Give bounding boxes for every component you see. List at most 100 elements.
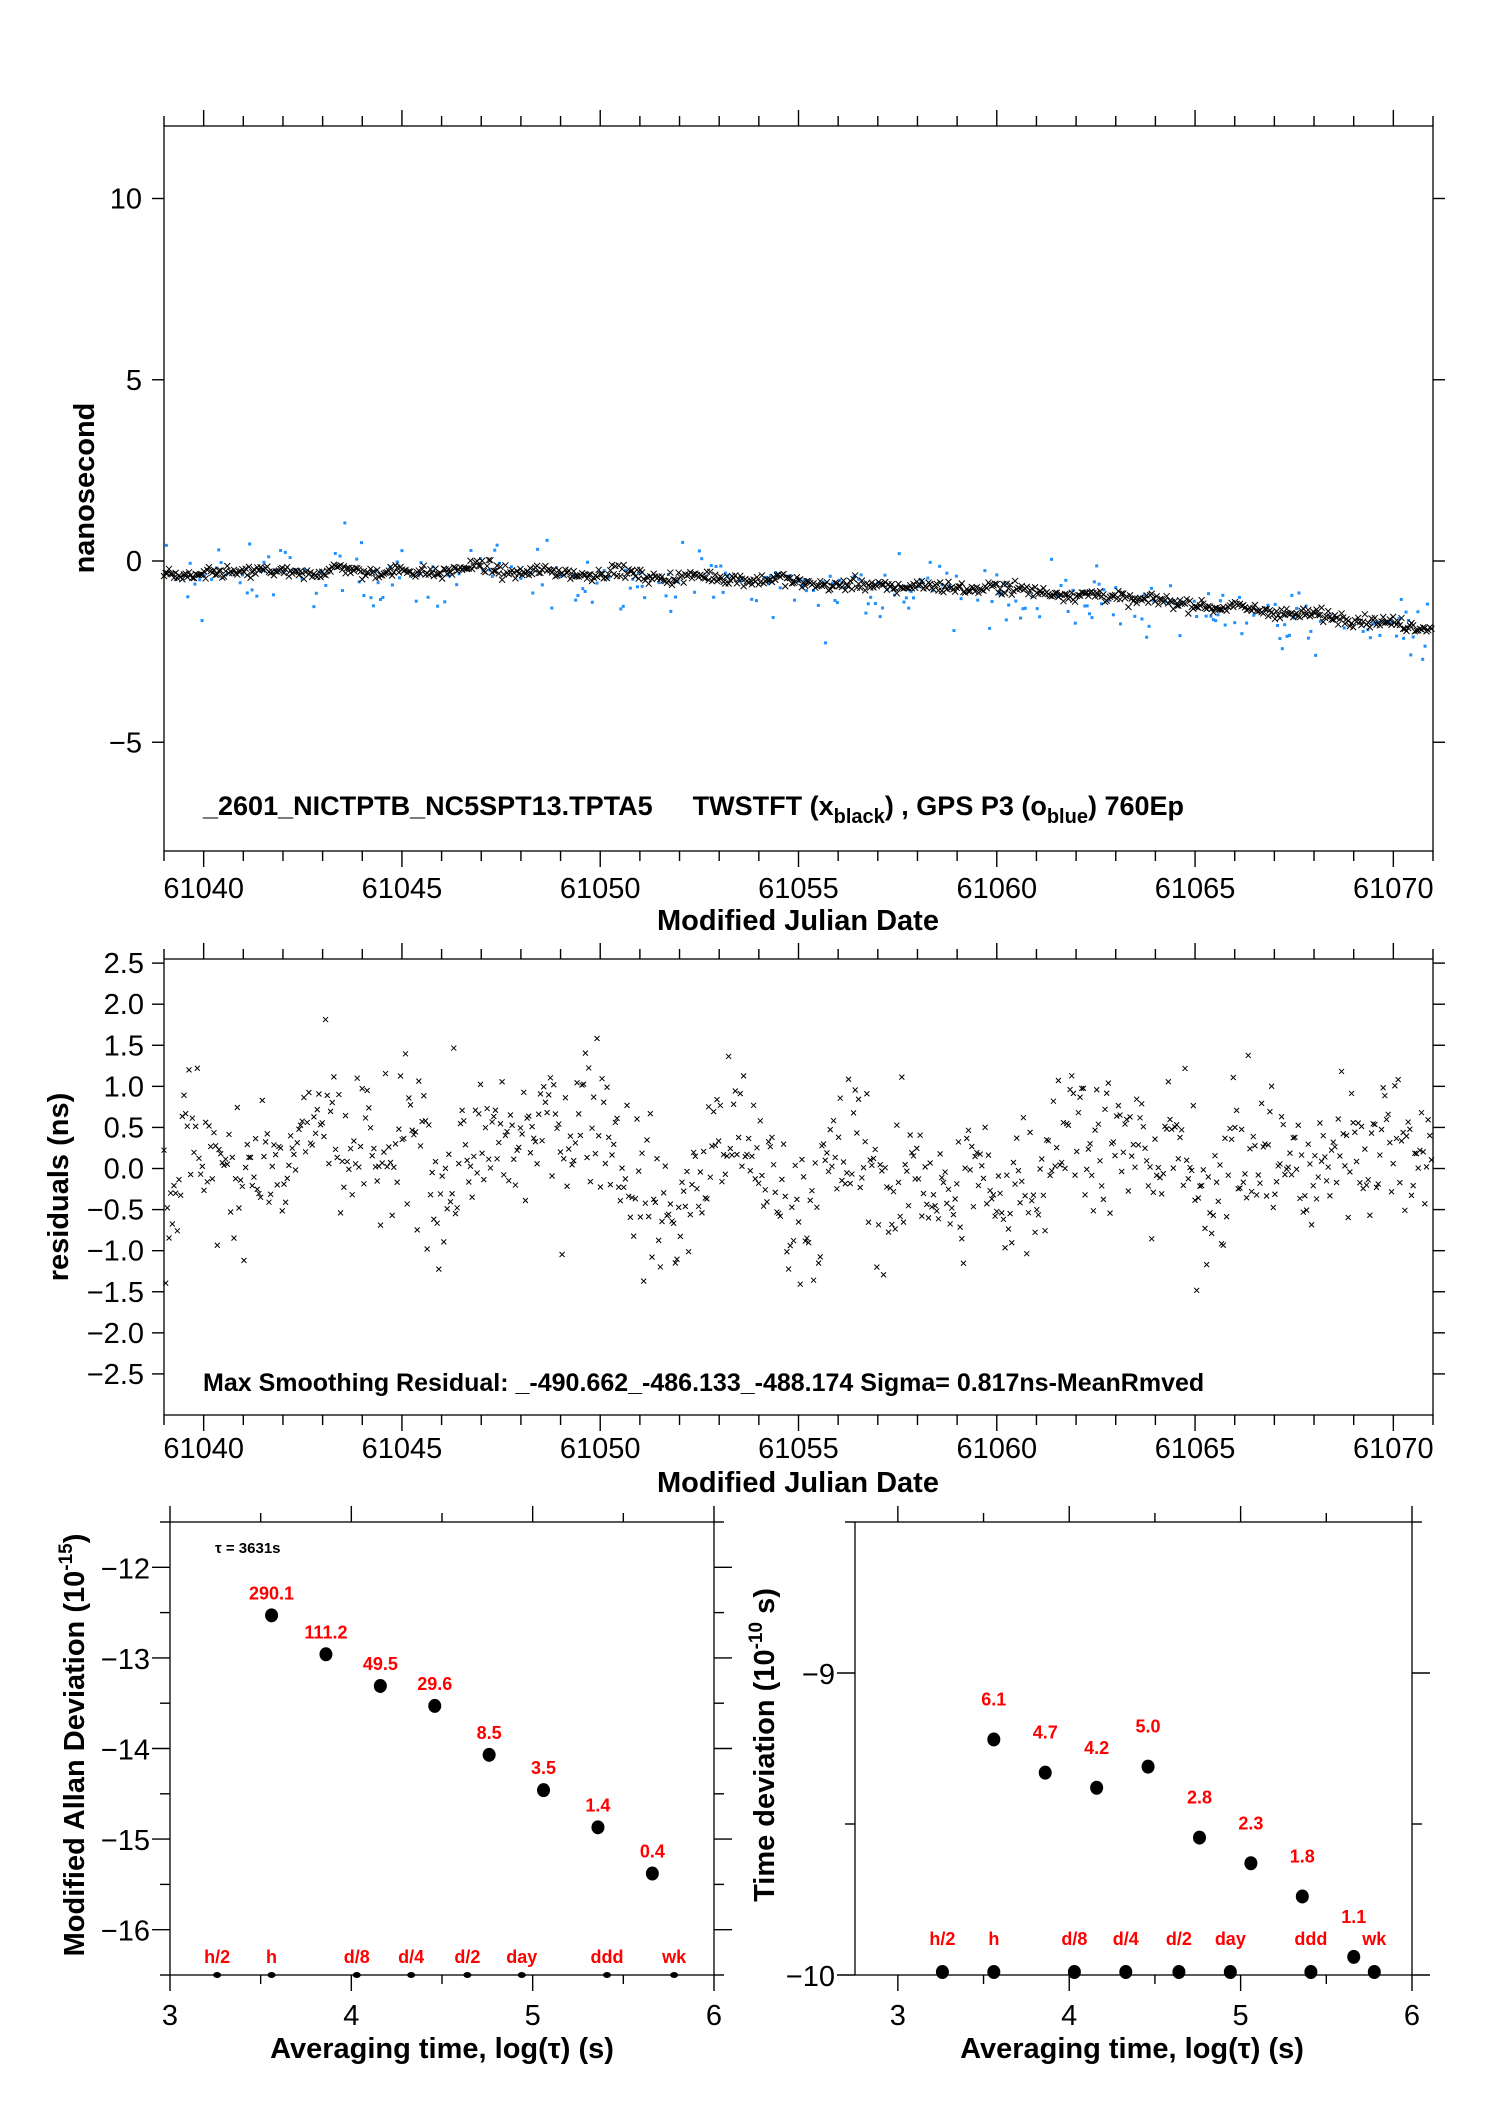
residual-point (1418, 1109, 1425, 1116)
residual-point (432, 1158, 439, 1165)
residual-point (764, 1198, 770, 1205)
gps-point (219, 561, 223, 565)
residual-point (1043, 1137, 1050, 1143)
gps-point (1050, 557, 1054, 561)
gps-point (1361, 629, 1365, 633)
residual-point (336, 1091, 342, 1098)
residual-point (1088, 1172, 1095, 1179)
residual-point (968, 1143, 975, 1150)
twstft-point (230, 566, 238, 574)
residual-point (169, 1221, 176, 1227)
residual-point (247, 1154, 254, 1161)
residual-point (1386, 1139, 1393, 1146)
twstft-point (280, 569, 288, 577)
gps-point (804, 589, 808, 593)
interval-marker-label: d/4 (1113, 1929, 1139, 1949)
gps-point (1290, 593, 1294, 597)
twstft-point (918, 577, 926, 585)
residual-point (1313, 1196, 1320, 1202)
residual-point (207, 1143, 214, 1150)
residual-point (1293, 1166, 1300, 1173)
residual-point (331, 1073, 337, 1080)
residual-point (347, 1145, 354, 1152)
twstft-point (512, 575, 519, 582)
residual-point (297, 1122, 304, 1129)
interval-marker-label: d/4 (398, 1947, 424, 1967)
residual-point (888, 1221, 895, 1228)
twstft-point (477, 562, 484, 570)
residual-point (1421, 1200, 1428, 1207)
twstft-point (666, 569, 674, 576)
residual-point (809, 1187, 815, 1194)
twstft-point (242, 565, 249, 573)
twstft-point (528, 570, 536, 578)
residual-point (804, 1235, 810, 1242)
residual-point (1080, 1085, 1087, 1092)
gps-point (376, 581, 380, 585)
residual-point (799, 1156, 805, 1163)
twstft-point (673, 577, 681, 585)
residual-point (1072, 1172, 1078, 1179)
twstft-point (390, 569, 398, 576)
residual-point (1010, 1159, 1017, 1166)
residual-point (429, 1169, 436, 1176)
gps-point (864, 611, 868, 615)
point-value-label: 1.4 (585, 1795, 610, 1815)
residual-point (567, 1133, 574, 1139)
twstft-point (1060, 597, 1067, 605)
twstft-point (263, 563, 271, 570)
x-axis-title: Averaging time, log(τ) (s) (960, 2033, 1304, 2065)
gps-point (229, 570, 233, 574)
residual-point (687, 1211, 694, 1218)
residual-point (635, 1168, 642, 1175)
residual-point (1167, 1116, 1173, 1123)
residual-point (759, 1172, 765, 1179)
residual-point (1340, 1130, 1347, 1137)
residual-point (982, 1124, 988, 1131)
residual-point (875, 1221, 882, 1228)
residual-point (1115, 1102, 1122, 1109)
gps-point (545, 538, 549, 542)
residual-point (1290, 1135, 1297, 1141)
residual-point (585, 1065, 592, 1071)
gps-point (724, 571, 728, 575)
twstft-point (515, 570, 523, 577)
twstft-point (1288, 609, 1295, 617)
gps-point (1397, 616, 1401, 620)
residual-point (810, 1277, 817, 1284)
residual-point (1268, 1083, 1275, 1090)
gps-point (540, 583, 544, 587)
y-tick-label: −2.5 (87, 1359, 144, 1391)
residual-point (794, 1196, 800, 1203)
residual-point (397, 1073, 404, 1079)
twstft-point (891, 585, 899, 592)
residual-point (1185, 1175, 1192, 1182)
gps-point (990, 600, 994, 604)
data-point (1090, 1780, 1104, 1795)
twstft-point (758, 572, 766, 579)
residual-point (619, 1165, 625, 1171)
gps-point (1038, 615, 1042, 619)
gps-point (976, 598, 980, 602)
residual-point (287, 1132, 294, 1139)
twstft-point (1193, 603, 1201, 611)
gps-point (536, 547, 540, 551)
residual-point (943, 1200, 950, 1207)
gps-point (574, 598, 578, 602)
residual-point (500, 1171, 507, 1178)
twstft-point (307, 569, 314, 576)
twstft-point (247, 574, 254, 582)
residual-point (667, 1201, 674, 1207)
residual-point (252, 1135, 259, 1142)
twstft-point (1068, 589, 1076, 597)
residual-point (1338, 1068, 1345, 1075)
twstft-point (820, 581, 827, 589)
residual-point (582, 1050, 589, 1057)
residual-point (296, 1126, 302, 1133)
twstft-point (1366, 623, 1374, 631)
gps-point (469, 548, 473, 552)
residual-point (1238, 1126, 1245, 1133)
gps-point (495, 543, 499, 547)
x-axis-title: Averaging time, log(τ) (s) (270, 2033, 614, 2065)
residual-point (850, 1109, 857, 1116)
